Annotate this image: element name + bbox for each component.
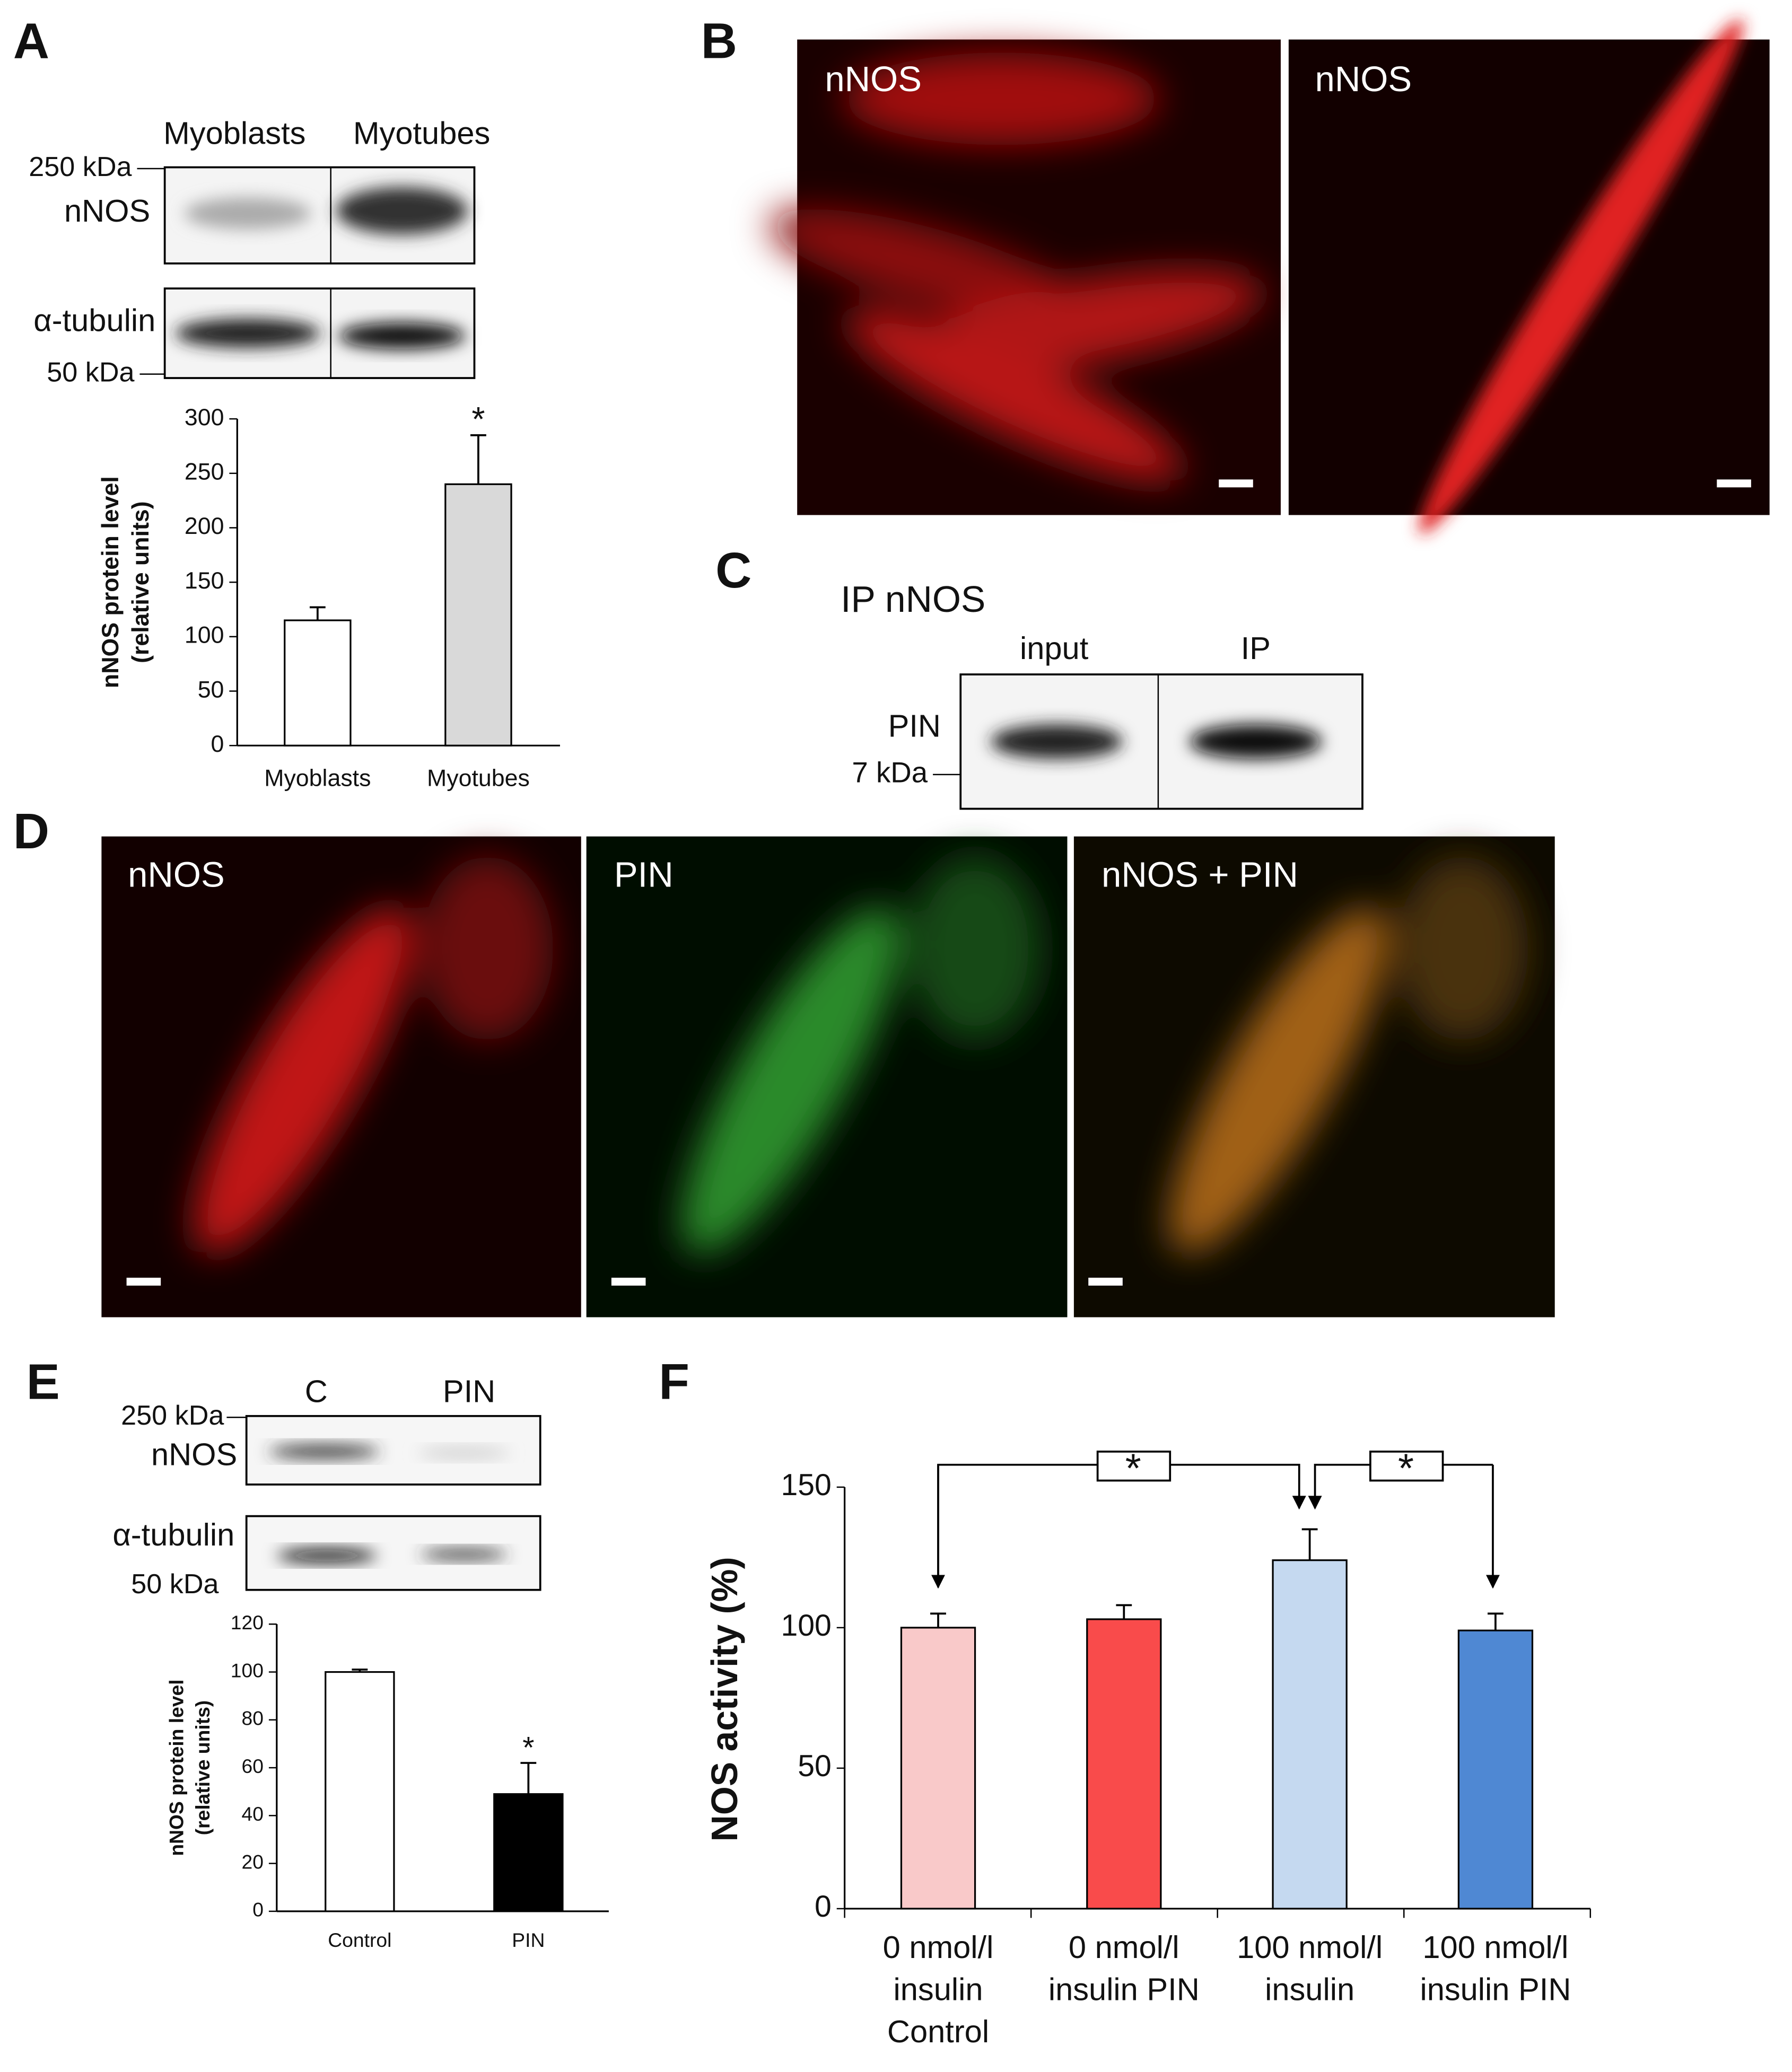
band: [417, 1447, 510, 1459]
annotation: *: [1125, 1445, 1141, 1491]
blot-e: C PIN 250 kDa nNOS α-tubulin 50 kDa: [112, 1373, 541, 1600]
image-label: nNOS + PIN: [1102, 855, 1298, 894]
y-tick-label: 100: [185, 622, 224, 648]
comparison-brackets: [931, 1450, 1500, 1589]
y-tick-label: 200: [185, 513, 224, 539]
x-tick-label: PIN: [512, 1929, 545, 1951]
x-tick-label: 0 nmol/l insulin PIN: [1048, 1929, 1200, 2007]
y-tick-label: 150: [185, 568, 224, 594]
scale-bar: [126, 1277, 161, 1286]
band: [276, 1549, 377, 1562]
y-tick-label: 0: [815, 1890, 832, 1924]
y-axis-label: NOS activity (%): [704, 1557, 745, 1841]
cells: [1419, 19, 1744, 534]
panel-label: C: [715, 543, 751, 599]
bar: [325, 1671, 395, 1912]
y-tick-label: 40: [242, 1803, 264, 1825]
band: [184, 197, 311, 230]
blot-a: Myoblasts Myotubes 250 kDa nNOS α-tubuli…: [29, 116, 490, 388]
y-tick-label: 100: [231, 1659, 264, 1681]
bar: [444, 483, 512, 747]
band: [420, 1549, 508, 1560]
bar: [900, 1627, 976, 1910]
cells: [681, 856, 1041, 1253]
y-tick-label: 50: [798, 1749, 832, 1783]
image-label: nNOS: [825, 59, 922, 99]
x-tick-label: Myoblasts: [264, 766, 371, 792]
band: [268, 1445, 380, 1459]
y-tick-label: 0: [252, 1899, 264, 1921]
lane-label: input: [1020, 630, 1089, 666]
bar: [1086, 1618, 1162, 1910]
band-label: PIN: [888, 708, 941, 744]
panel-label: B: [701, 13, 737, 69]
bar: [284, 619, 352, 747]
y-tick-label: 60: [242, 1755, 264, 1777]
annotation: *: [1398, 1445, 1414, 1491]
lane-label: Myoblasts: [163, 116, 305, 151]
blot-title: IP nNOS: [841, 578, 985, 620]
image-label: nNOS: [1315, 59, 1412, 99]
marker-label: 250 kDa: [121, 1400, 224, 1431]
y-tick-label: 150: [781, 1468, 831, 1502]
marker-label: 50 kDa: [131, 1569, 218, 1600]
y-tick-label: 20: [242, 1850, 264, 1873]
band: [338, 322, 466, 349]
x-tick-label: Myotubes: [427, 766, 530, 792]
panel-label: E: [27, 1355, 60, 1410]
marker-label: 50 kDa: [47, 357, 134, 388]
scale-bar: [1717, 479, 1751, 488]
y-tick-label: 80: [242, 1707, 264, 1729]
marker-label: 250 kDa: [29, 152, 132, 182]
y-tick-label: 300: [185, 405, 224, 431]
scale-bar: [1088, 1277, 1123, 1286]
y-tick-label: 0: [211, 731, 224, 757]
lane-label: IP: [1241, 630, 1271, 666]
scale-bar: [1219, 479, 1253, 488]
bar: [1272, 1559, 1348, 1910]
y-axis-label: (relative units): [191, 1700, 214, 1836]
panel-label: D: [13, 804, 49, 859]
annotation: *: [522, 1731, 534, 1764]
y-axis-label: nNOS protein level: [165, 1679, 187, 1856]
lane-label: Myotubes: [353, 116, 490, 151]
panel-label: A: [13, 13, 49, 69]
cells: [769, 52, 1263, 481]
x-tick-label: Control: [328, 1929, 391, 1951]
band-label: α-tubulin: [112, 1517, 234, 1552]
images-b: nNOS nNOS: [769, 19, 1770, 534]
band: [175, 319, 320, 348]
y-tick-label: 250: [185, 459, 224, 485]
bar: [1457, 1629, 1534, 1910]
band: [991, 724, 1123, 759]
x-tick-label: 100 nmol/l insulin PIN: [1420, 1929, 1571, 2007]
bar: [493, 1793, 564, 1912]
image-label: PIN: [614, 855, 674, 894]
lane-label: C: [305, 1373, 328, 1409]
y-axis-label: nNOS protein level: [98, 476, 124, 688]
blot-c: IP nNOS input IP PIN 7 kDa: [841, 578, 1363, 810]
scale-bar: [611, 1277, 646, 1286]
cells: [194, 856, 554, 1253]
y-axis-label: (relative units): [128, 501, 154, 663]
cells: [1169, 856, 1529, 1253]
band: [336, 187, 468, 235]
lane-label: PIN: [443, 1373, 495, 1409]
band: [1190, 724, 1322, 759]
panel-label: F: [659, 1355, 689, 1410]
x-tick-label: 0 nmol/l insulin Control: [883, 1929, 994, 2049]
band-label: nNOS: [151, 1437, 237, 1472]
band-label: nNOS: [64, 193, 150, 229]
y-tick-label: 50: [198, 677, 224, 703]
x-tick-label: 100 nmol/l insulin: [1237, 1929, 1383, 2007]
image-label: nNOS: [128, 855, 225, 894]
y-tick-label: 100: [781, 1609, 831, 1643]
y-tick-label: 120: [231, 1611, 264, 1634]
band-label: α-tubulin: [33, 302, 155, 338]
annotation: *: [471, 400, 485, 438]
images-d: nNOS PIN nNOS + PIN: [101, 836, 1555, 1318]
marker-label: 7 kDa: [852, 756, 928, 788]
